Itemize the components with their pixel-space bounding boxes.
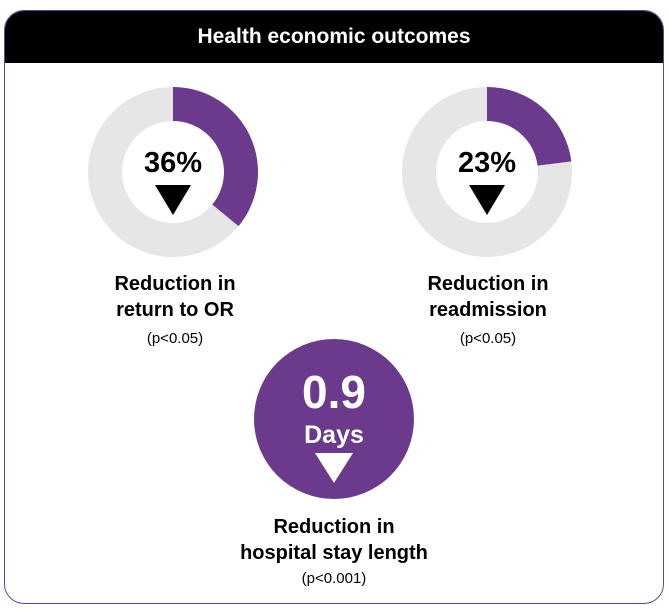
pvalue-readmission: (p<0.05) [459, 330, 517, 347]
label-return-to-or: Reduction in return to OR [60, 271, 290, 323]
label-hospital-stay: Reduction in hospital stay length [214, 514, 454, 566]
header-title: Health economic outcomes [5, 11, 663, 63]
label-line: return to OR [116, 299, 234, 321]
down-arrow-icon [155, 185, 191, 215]
label-line: Reduction in [114, 273, 236, 295]
donut-segment [173, 87, 258, 227]
donut-chart-return-to-or: 36% [88, 87, 258, 257]
donut-svg [402, 87, 572, 257]
label-line: hospital stay length [240, 542, 428, 564]
pvalue-hospital-stay: (p<0.001) [301, 570, 367, 587]
donut-svg [88, 87, 258, 257]
stay-unit: Days [304, 421, 364, 449]
label-line: Reduction in [427, 273, 549, 295]
stay-value: 0.9 [302, 366, 366, 418]
pvalue-return-to-or: (p<0.05) [146, 330, 204, 347]
donut-segment [487, 87, 572, 166]
label-line: readmission [429, 299, 547, 321]
outcomes-card: Health economic outcomes [4, 10, 664, 604]
down-arrow-icon [469, 185, 505, 215]
percent-value: 36% [143, 147, 203, 179]
stay-bubble: 0.9 Days [254, 339, 414, 499]
down-arrow-icon [315, 453, 353, 483]
percent-value: 23% [457, 147, 517, 179]
donut-chart-readmission: 23% [402, 87, 572, 257]
label-line: Reduction in [273, 516, 395, 538]
label-readmission: Reduction in readmission [373, 271, 603, 323]
